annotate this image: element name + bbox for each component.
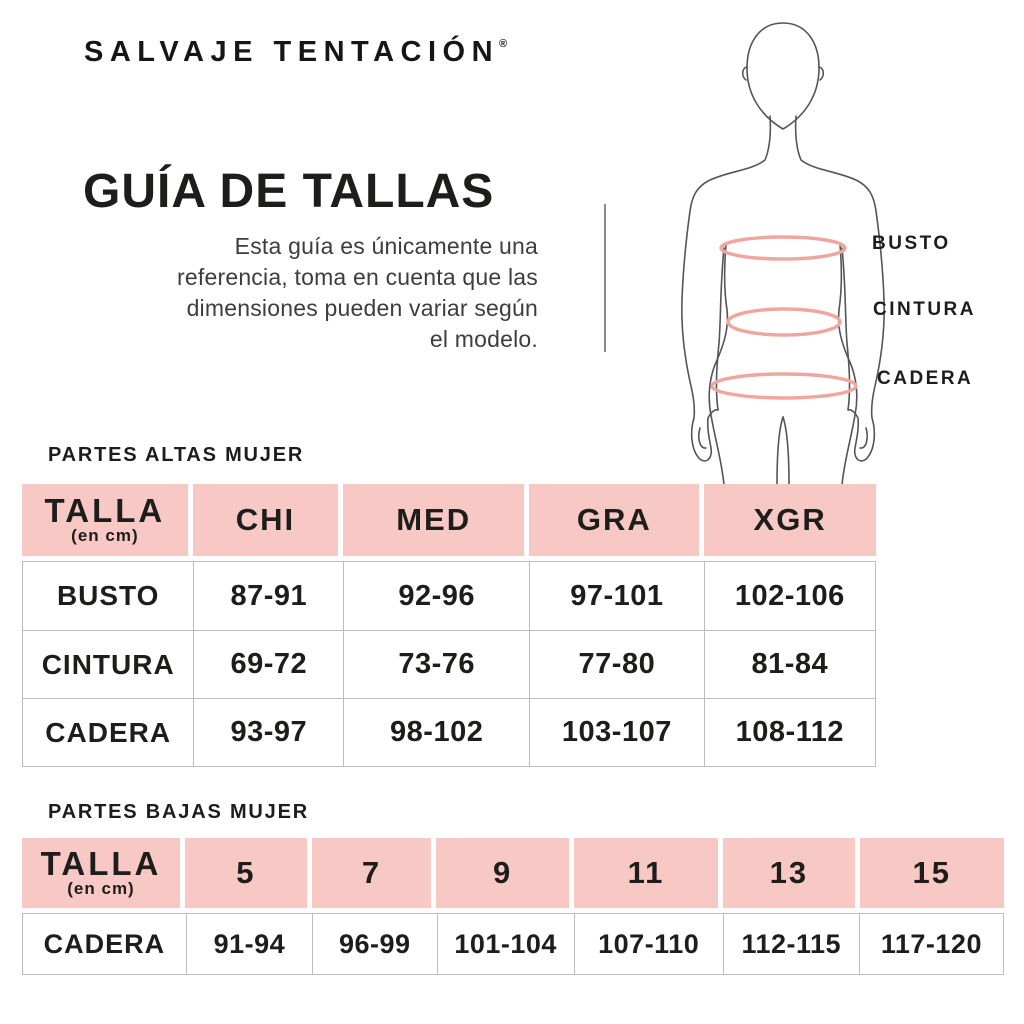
size-unit-label: (en cm) [67,879,135,898]
lower-sizes-table: TALLA (en cm) 5 7 9 11 13 15 CADERA 91-9… [22,838,1004,975]
column-header-13: 13 [723,838,860,908]
upper-table-header-row: TALLA (en cm) CHI MED GRA XGR [22,484,876,556]
size-label: TALLA [44,492,166,529]
right-ear-outline [818,66,825,81]
lower-table-heading: PARTES BAJAS MUJER [48,801,309,823]
column-header-med: MED [343,484,530,556]
cadera-med-value: 98-102 [343,698,530,766]
upper-table-body: BUSTO 87-91 92-96 97-101 102-106 CINTURA… [22,561,876,767]
column-header-11: 11 [573,838,724,908]
right-body-outline [782,115,885,486]
brand-name-text: SALVAJE TENTACIÓN [84,36,500,68]
waist-measure-line [726,307,842,337]
cadera-size7-value: 96-99 [312,914,437,974]
lower-table-body: CADERA 91-94 96-99 101-104 107-110 112-1… [22,913,1004,975]
cintura-xgr-value: 81-84 [703,630,875,698]
busto-gra-value: 97-101 [529,562,704,630]
size-column-header: TALLA (en cm) [22,484,193,556]
registered-trademark-symbol: ® [499,38,508,50]
busto-chi-value: 87-91 [193,562,344,630]
intro-line: dimensiones pueden variar según [186,295,538,321]
waist-label: CINTURA [873,299,976,320]
size-label: TALLA [40,845,162,882]
size-unit-label: (en cm) [71,526,139,545]
row-label-busto: BUSTO [23,562,194,630]
cadera-size15-value: 117-120 [858,914,1003,974]
left-body-outline [681,115,784,486]
intro-line: el modelo. [429,326,538,352]
intro-paragraph: Esta guía es únicamente una referencia, … [56,231,538,355]
cadera-size13-value: 112-115 [722,914,859,974]
column-header-15: 15 [859,838,1004,908]
column-header-5: 5 [185,838,312,908]
bust-label: BUSTO [872,233,951,254]
cadera-gra-value: 103-107 [529,698,704,766]
bust-measure-line [719,235,847,261]
cadera-xgr-value: 108-112 [703,698,875,766]
busto-med-value: 92-96 [343,562,530,630]
head-outline [746,22,820,130]
cadera-size5-value: 91-94 [185,914,313,974]
column-header-gra: GRA [529,484,705,556]
column-header-7: 7 [311,838,437,908]
cadera-size9-value: 101-104 [436,914,574,974]
size-column-header: TALLA (en cm) [22,838,185,908]
upper-table-heading: PARTES ALTAS MUJER [48,444,305,466]
lower-table-header-row: TALLA (en cm) 5 7 9 11 13 15 [22,838,1004,908]
intro-line: Esta guía es únicamente una [234,233,538,259]
page-title: GUÍA DE TALLAS [83,165,495,218]
upper-sizes-table: TALLA (en cm) CHI MED GRA XGR BUSTO 87-9… [22,484,876,767]
column-header-chi: CHI [192,484,344,556]
female-body-illustration [638,18,928,488]
hip-label: CADERA [877,368,974,389]
intro-line: referencia, toma en cuenta que las [177,264,538,290]
female-body-outline-svg [681,22,885,486]
cintura-chi-value: 69-72 [193,630,344,698]
cintura-gra-value: 77-80 [529,630,704,698]
vertical-divider-line [604,204,606,352]
busto-xgr-value: 102-106 [703,562,875,630]
left-ear-outline [741,66,748,81]
brand-name: SALVAJE TENTACIÓN® [84,36,507,69]
cadera-size11-value: 107-110 [573,914,723,974]
row-label-cintura: CINTURA [23,630,194,698]
cadera-chi-value: 93-97 [193,698,344,766]
row-label-cadera: CADERA [23,698,194,766]
column-header-9: 9 [436,838,574,908]
cintura-med-value: 73-76 [343,630,530,698]
row-label-cadera: CADERA [23,914,186,974]
hip-measure-line [710,372,858,400]
column-header-xgr: XGR [704,484,876,556]
